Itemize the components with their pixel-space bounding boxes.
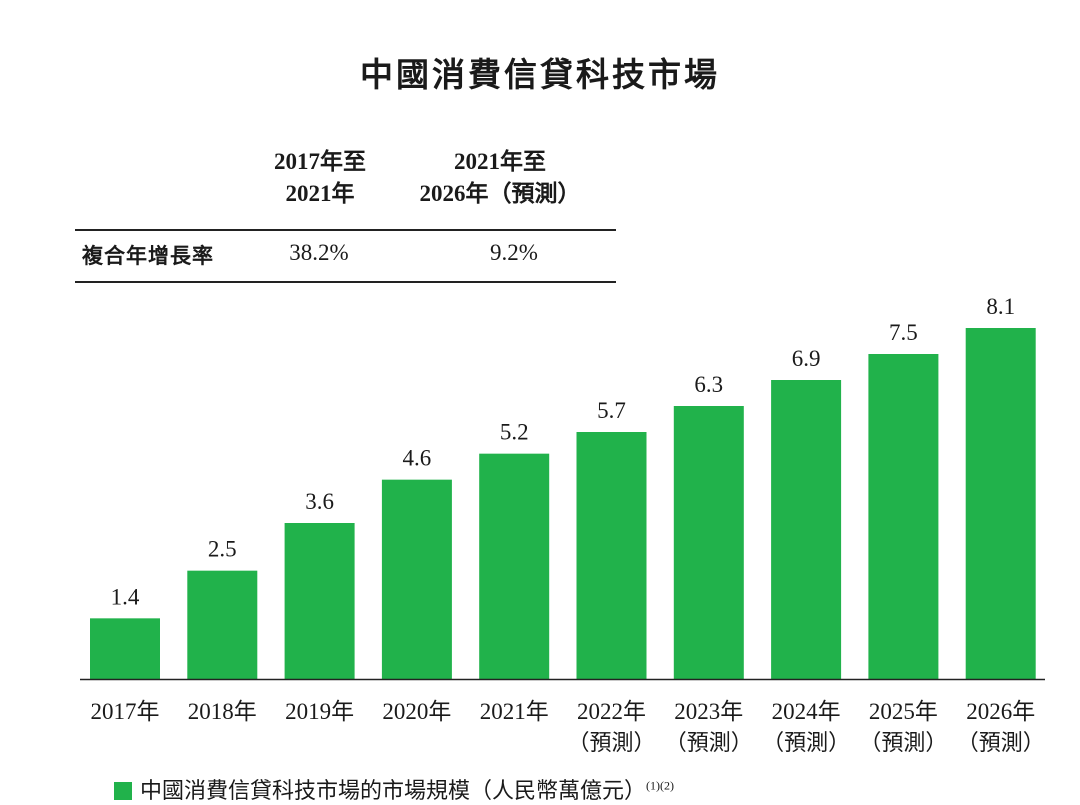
bar-3 <box>284 523 355 679</box>
x-tick-label-3: 2019年 <box>285 699 354 724</box>
x-tick-label-8: 2024年 <box>772 699 841 724</box>
x-tick-note-6: （預測） <box>567 730 655 755</box>
bar-6 <box>576 432 647 679</box>
cagr-period-1-line-2: 2021年 <box>285 181 355 206</box>
cagr-period-2-line-1: 2021年至 <box>454 149 546 174</box>
x-tick-label-5: 2021年 <box>480 699 549 724</box>
cagr-period-1-header: 2017年至 2021年 <box>245 146 395 210</box>
cagr-period-2-line-2: 2026年（預測） <box>419 181 581 206</box>
x-tick-note-8: （預測） <box>762 730 850 755</box>
cagr-row-label: 複合年增長率 <box>82 244 214 268</box>
bar-9 <box>868 354 939 679</box>
x-tick-note-10: （預測） <box>957 730 1045 755</box>
bar-1 <box>90 618 160 679</box>
cagr-period-2-header: 2021年至 2026年（預測） <box>400 146 600 210</box>
value-label-4: 4.6 <box>403 446 432 471</box>
x-tick-note-9: （預測） <box>859 730 947 755</box>
x-tick-note-7: （預測） <box>665 730 753 755</box>
bar-10 <box>965 328 1036 679</box>
x-tick-label-6: 2022年 <box>577 699 646 724</box>
cagr-table-bottom-rule <box>75 281 616 283</box>
cagr-period-1-value: 38.2% <box>289 240 349 265</box>
bar-2 <box>187 570 258 679</box>
value-label-1: 1.4 <box>111 584 140 609</box>
legend-label: 中國消費信貸科技市場的市場規模（人民幣萬億元） <box>140 778 647 803</box>
value-label-2: 2.5 <box>208 537 237 562</box>
bar-5 <box>479 453 550 679</box>
value-label-8: 6.9 <box>792 346 821 371</box>
legend-footnote-refs: (1)(2) <box>646 778 674 793</box>
legend-swatch <box>114 782 132 800</box>
cagr-period-1-line-1: 2017年至 <box>274 149 366 174</box>
x-tick-label-1: 2017年 <box>91 699 160 724</box>
x-tick-label-10: 2026年 <box>966 699 1035 724</box>
bar-8 <box>771 380 842 679</box>
value-label-10: 8.1 <box>986 294 1015 319</box>
x-tick-label-9: 2025年 <box>869 699 938 724</box>
value-label-9: 7.5 <box>889 320 918 345</box>
x-tick-label-7: 2023年 <box>674 699 743 724</box>
cagr-period-2-value: 9.2% <box>490 240 538 265</box>
chart-title: 中國消費信貸科技市場 <box>360 55 720 94</box>
cagr-table-top-rule <box>75 229 616 231</box>
x-tick-label-4: 2020年 <box>382 699 451 724</box>
value-label-3: 3.6 <box>305 489 334 514</box>
value-label-7: 6.3 <box>694 372 723 397</box>
legend: 中國消費信貸科技市場的市場規模（人民幣萬億元）(1)(2) <box>114 773 674 805</box>
bar-7 <box>673 406 744 679</box>
bar-4 <box>381 479 452 679</box>
value-label-5: 5.2 <box>500 420 529 445</box>
x-tick-label-2: 2018年 <box>188 699 257 724</box>
value-label-6: 5.7 <box>597 398 626 423</box>
